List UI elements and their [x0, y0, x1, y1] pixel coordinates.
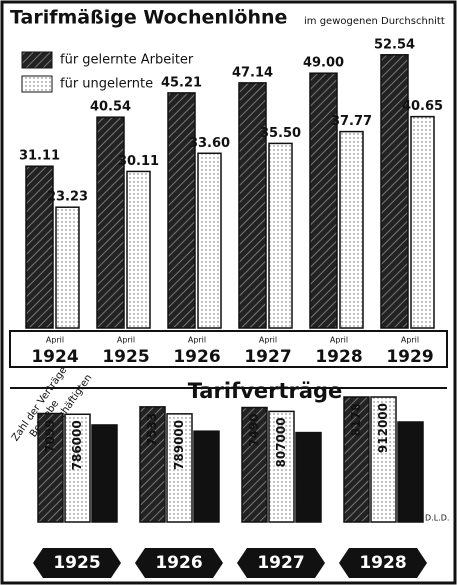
bar	[97, 117, 124, 328]
value-label: 912000	[376, 403, 390, 453]
value-label: 40.54	[90, 100, 131, 115]
bar	[411, 117, 434, 328]
value-label: 37.77	[331, 114, 372, 129]
infographic: Tarifmäßige Wochenlöhne im gewogenen Dur…	[0, 0, 457, 585]
chart-subtitle: im gewogenen Durchschnitt	[304, 16, 445, 27]
bar	[269, 143, 292, 328]
value-label: 40.65	[402, 99, 443, 114]
bar	[310, 73, 337, 328]
value-label: 31.11	[19, 149, 60, 164]
bar	[56, 207, 79, 328]
chart-title: Tarifverträge	[188, 379, 343, 403]
value-label: 8178	[349, 403, 363, 436]
category-prefix: April	[330, 336, 348, 345]
bar	[340, 132, 363, 328]
value-label: 807000	[274, 417, 288, 467]
x-tick-label: 1926	[173, 347, 220, 367]
x-tick-label: 1926	[155, 553, 202, 573]
bar	[168, 93, 195, 328]
category-prefix: April	[259, 336, 277, 345]
category-prefix: April	[401, 336, 419, 345]
x-tick-label: 1924	[31, 347, 78, 367]
value-label: 35.50	[260, 126, 301, 141]
bar	[381, 55, 408, 328]
x-tick-label: 1927	[257, 553, 304, 573]
value-label: 11140000	[199, 437, 213, 504]
x-tick-label: 1928	[315, 347, 362, 367]
value-label: 23.23	[47, 190, 88, 205]
x-tick-label: 1925	[53, 553, 100, 573]
value-label: 7490	[247, 414, 261, 447]
value-label: 47.14	[232, 65, 273, 80]
value-label: 52.54	[374, 37, 415, 52]
chart-title: Tarifmäßige Wochenlöhne	[10, 7, 287, 29]
bar	[239, 83, 266, 328]
bar	[127, 171, 150, 328]
value-label: 45.21	[161, 75, 202, 90]
x-tick-label: 1927	[244, 347, 291, 367]
value-label: 7099	[43, 419, 57, 452]
legend-swatch	[22, 52, 52, 68]
x-tick-label: 1928	[359, 553, 406, 573]
category-prefix: April	[117, 336, 135, 345]
legend-label: für ungelernte	[60, 77, 153, 92]
category-prefix: April	[188, 336, 206, 345]
legend-label: für gelernte Arbeiter	[60, 53, 194, 68]
x-tick-label: 1925	[102, 347, 149, 367]
value-label: 30.11	[118, 154, 159, 169]
category-prefix: April	[46, 336, 64, 345]
value-label: 789000	[172, 420, 186, 470]
value-label: 786000	[70, 420, 84, 470]
legend-swatch	[22, 76, 52, 92]
credit: D.L.D.	[425, 514, 449, 523]
bar	[198, 153, 221, 328]
value-label: 11904000	[97, 431, 111, 498]
value-label: 12267000	[403, 428, 417, 495]
value-label: 10970000	[301, 439, 315, 506]
value-label: 7533	[145, 413, 159, 446]
value-label: 33.60	[189, 136, 230, 151]
value-label: 49.00	[303, 56, 344, 71]
x-tick-label: 1929	[386, 347, 433, 367]
